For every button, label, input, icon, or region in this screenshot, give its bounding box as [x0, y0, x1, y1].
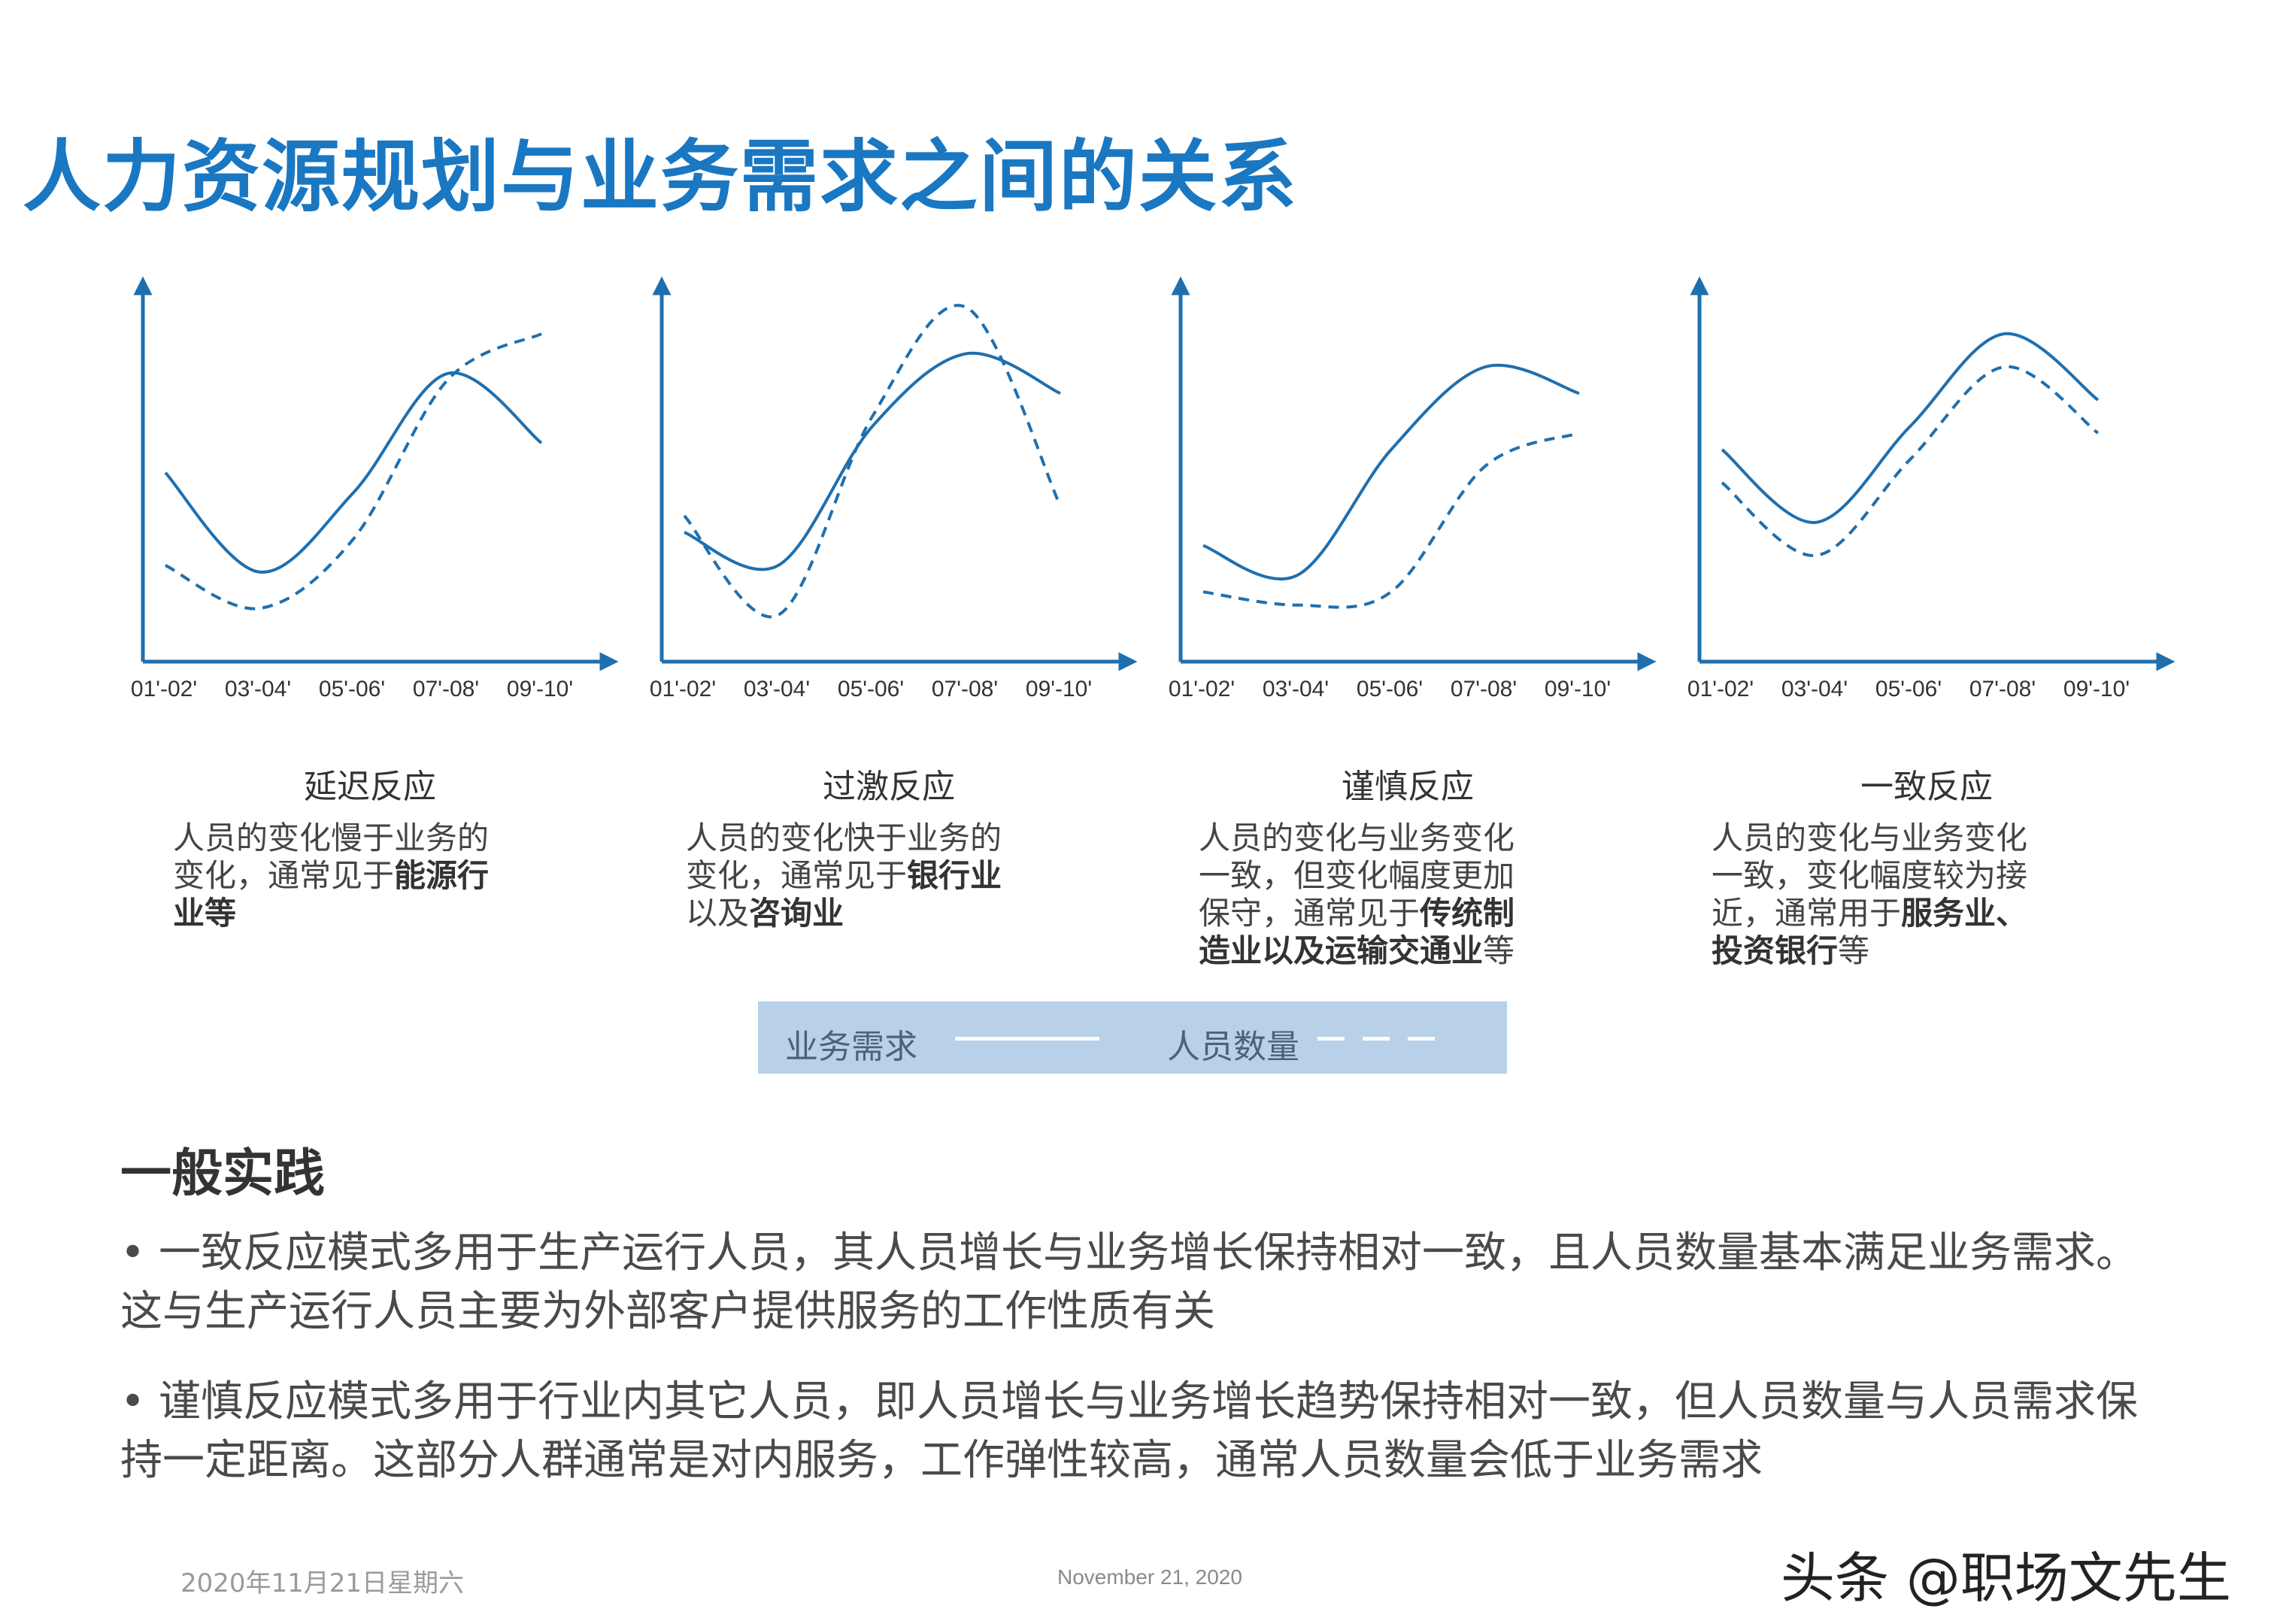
desc-line: 人员的变化快于业务的 — [686, 820, 1002, 856]
x-tick-label: 05'-06' — [319, 677, 385, 701]
desc-line: 以及咨询业 — [686, 895, 1077, 932]
chart-delayed-response-plot: 01'-02' 03'-04' 05'-06' 07'-08' 09'-10' — [131, 276, 619, 701]
series-line-staff — [165, 332, 542, 611]
desc-line: 变化，通常见于能源行 — [173, 857, 564, 895]
x-tick-label: 09'-10' — [1545, 677, 1611, 701]
legend-label-staff: 人员数量 — [1167, 1028, 1299, 1066]
desc-line: 变化，通常见于银行业 — [686, 857, 1077, 895]
desc-line: 一致，变化幅度较为接 — [1712, 857, 2028, 894]
desc-text: 变化，通常见于 — [686, 857, 908, 894]
chart-cautious-response: 01'-02' 03'-04' 05'-06' 07'-08' 09'-10' — [1166, 271, 1692, 707]
bullet-text: 谨慎反应模式多用于行业内其它人员，即人员增长与业务增长趋势保持相对一致，但人员数… — [120, 1377, 2139, 1485]
x-tick-label: 07'-08' — [932, 677, 998, 701]
legend-dashed-line — [1317, 1037, 1453, 1041]
series-line-staff — [683, 304, 1062, 619]
x-tick-label: 03'-04' — [744, 677, 810, 701]
legend-label-demand: 业务需求 — [785, 1028, 917, 1066]
desc-text: 等 — [1838, 932, 1870, 969]
chart-consistent-response: 01'-02' 03'-04' 05'-06' 07'-08' 09'-10' — [1684, 271, 2211, 707]
desc-highlight: 传统制 — [1420, 895, 1515, 932]
chart-name-delayed: 延迟反应 — [304, 768, 436, 806]
desc-line: 人员的变化与业务变化 — [1199, 820, 1515, 856]
x-tick-label: 07'-08' — [413, 677, 479, 701]
chart-excessive-response: 01'-02' 03'-04' 05'-06' 07'-08' 09'-10' — [647, 271, 1173, 707]
x-tick-label: 05'-06' — [1357, 677, 1423, 701]
chart-excessive-response-plot: 01'-02' 03'-04' 05'-06' 07'-08' 09'-10' — [650, 276, 1138, 701]
x-tick-label: 09'-10' — [507, 677, 573, 701]
x-tick-label: 07'-08' — [1969, 677, 2036, 701]
x-tick-label: 01'-02' — [650, 677, 716, 701]
series-line-demand — [684, 351, 1061, 571]
desc-line: 造业以及运输交通业等 — [1199, 932, 1590, 970]
desc-text: 变化，通常见于 — [173, 857, 395, 894]
desc-highlight: 银行业 — [907, 857, 1002, 894]
desc-text: 保守，通常见于 — [1199, 895, 1420, 932]
x-tick-label: 07'-08' — [1451, 677, 1517, 701]
chart-desc-excessive: 人员的变化快于业务的 变化，通常见于银行业 以及咨询业 — [686, 820, 1077, 932]
chart-desc-delayed: 人员的变化慢于业务的 变化，通常见于能源行 业等 — [173, 820, 564, 932]
desc-line: 人员的变化慢于业务的 — [173, 820, 490, 856]
bullet-text: 一致反应模式多用于生产运行人员，其人员增长与业务增长保持相对一致，且人员数量基本… — [120, 1229, 2139, 1336]
desc-highlight: 咨询业 — [749, 895, 844, 932]
desc-line: 一致，但变化幅度更加 — [1199, 857, 1515, 894]
chart-desc-consistent: 人员的变化与业务变化 一致，变化幅度较为接 近，通常用于服务业、 投资银行等 — [1712, 820, 2103, 970]
footer-date-cn: 2020年11月21日星期六 — [180, 1568, 465, 1598]
x-tick-label: 03'-04' — [1781, 677, 1848, 701]
x-tick-label: 03'-04' — [225, 677, 291, 701]
desc-line: 人员的变化与业务变化 — [1712, 820, 2028, 856]
bullet-dot: • — [120, 1229, 146, 1277]
x-tick-label: 05'-06' — [838, 677, 904, 701]
watermark: 头条 @职场文先生 — [1781, 1547, 2231, 1610]
x-tick-label: 03'-04' — [1263, 677, 1329, 701]
chart-cautious-response-plot: 01'-02' 03'-04' 05'-06' 07'-08' 09'-10' — [1169, 276, 1657, 701]
x-tick-label: 09'-10' — [1026, 677, 1092, 701]
chart-desc-cautious: 人员的变化与业务变化 一致，但变化幅度更加 保守，通常见于传统制 造业以及运输交… — [1199, 820, 1590, 970]
series-line-staff — [1202, 432, 1580, 609]
desc-highlight: 业等 — [173, 895, 237, 932]
desc-highlight: 投资银行 — [1712, 932, 1839, 969]
chart-name-excessive: 过激反应 — [823, 768, 955, 806]
bullet-dot: • — [120, 1377, 146, 1426]
legend-solid-line — [955, 1037, 1099, 1041]
series-line-demand — [1721, 332, 2100, 524]
desc-line: 保守，通常见于传统制 — [1199, 895, 1590, 932]
series-line-demand — [164, 371, 543, 574]
bullet-item: • 一致反应模式多用于生产运行人员，其人员增长与业务增长保持相对一致，且人员数量基… — [120, 1224, 2166, 1341]
desc-text: 等 — [1483, 932, 1515, 969]
section-title: 一般实践 — [120, 1144, 326, 1204]
chart-delayed-response: 01'-02' 03'-04' 05'-06' 07'-08' 09'-10' — [128, 271, 654, 707]
desc-highlight: 能源行 — [394, 857, 490, 894]
desc-text: 以及 — [686, 895, 750, 932]
footer-date-en: November 21, 2020 — [1057, 1565, 1242, 1589]
series-line-demand — [1202, 363, 1580, 581]
page-title: 人力资源规划与业务需求之间的关系 — [23, 131, 1299, 223]
bullet-item: • 谨慎反应模式多用于行业内其它人员，即人员增长与业务增长趋势保持相对一致，但人员… — [120, 1373, 2166, 1490]
desc-highlight: 服务业、 — [1901, 895, 2028, 932]
chart-name-consistent: 一致反应 — [1860, 768, 1993, 806]
desc-text: 近，通常用于 — [1712, 895, 1902, 932]
desc-line: 投资银行等 — [1712, 932, 2103, 970]
desc-line: 近，通常用于服务业、 — [1712, 895, 2103, 932]
x-tick-label: 01'-02' — [1169, 677, 1235, 701]
chart-legend: 业务需求 人员数量 — [758, 1001, 1507, 1074]
x-tick-label: 09'-10' — [2063, 677, 2130, 701]
x-tick-label: 01'-02' — [1687, 677, 1754, 701]
chart-name-cautious: 谨慎反应 — [1342, 768, 1474, 806]
desc-highlight: 造业以及运输交通业 — [1199, 932, 1484, 969]
x-tick-label: 05'-06' — [1875, 677, 1942, 701]
chart-consistent-response-plot: 01'-02' 03'-04' 05'-06' 07'-08' 09'-10' — [1687, 276, 2175, 701]
x-tick-label: 01'-02' — [131, 677, 197, 701]
series-line-staff — [1721, 365, 2100, 557]
